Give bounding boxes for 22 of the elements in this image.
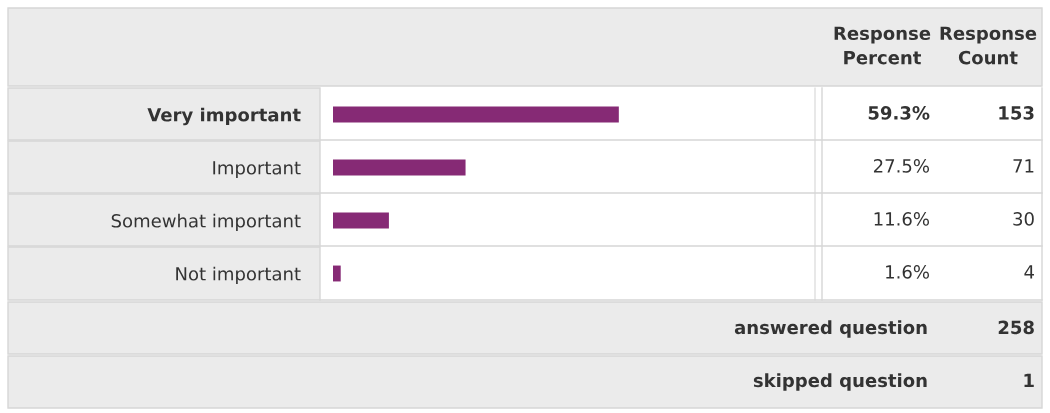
- y-tick-label: Not important: [176, 266, 301, 285]
- y-tick-label: Important: [213, 161, 301, 179]
- text: skipped question: [753, 373, 927, 391]
- data-label: 59.3%: [868, 106, 930, 120]
- text: Response Percent: [834, 26, 931, 65]
- bar: [333, 212, 389, 229]
- data-label: 1.6%: [886, 265, 929, 279]
- text: 153: [999, 106, 1034, 120]
- text: 30: [1013, 212, 1034, 226]
- text: Response Count: [940, 26, 1037, 65]
- text: 258: [998, 320, 1034, 335]
- data-label: 27.5%: [873, 159, 929, 173]
- text: answered question: [734, 320, 927, 338]
- bar: [333, 159, 466, 176]
- text: 71: [1013, 159, 1034, 173]
- text: 1: [1024, 373, 1034, 387]
- text: 4: [1024, 265, 1034, 279]
- data-label: 11.6%: [874, 212, 929, 226]
- bar: [333, 265, 341, 282]
- y-tick-label: Very important: [147, 107, 301, 126]
- bar: [333, 106, 619, 123]
- y-tick-label: Somewhat important: [111, 213, 301, 232]
